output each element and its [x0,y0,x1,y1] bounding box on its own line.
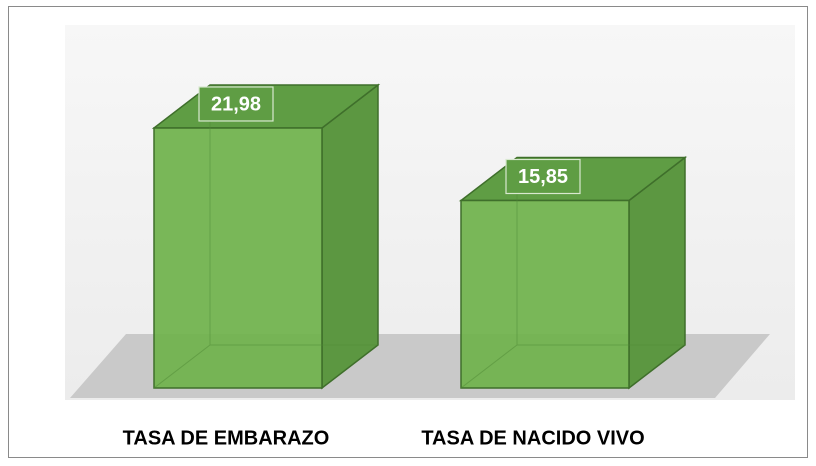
bars: 21,98 TASA DE EMBARAZO 15,85 TASA DE NACIDO… [123,83,688,449]
value-label-box [505,158,581,195]
bar-hidden-edges [460,157,685,389]
x-tick-label: TASA DE EMBARAZO [123,427,330,449]
value-label-box [198,86,274,122]
bar [151,83,381,390]
value-label: 15,85 [518,166,568,188]
x-tick-label: TASA DE NACIDO VIVO [421,427,644,449]
bar-hidden-edges [153,84,378,389]
bar-side [321,83,379,390]
bar-front [153,127,323,389]
value-label: 21,98 [211,93,261,115]
bar-front [460,199,630,389]
